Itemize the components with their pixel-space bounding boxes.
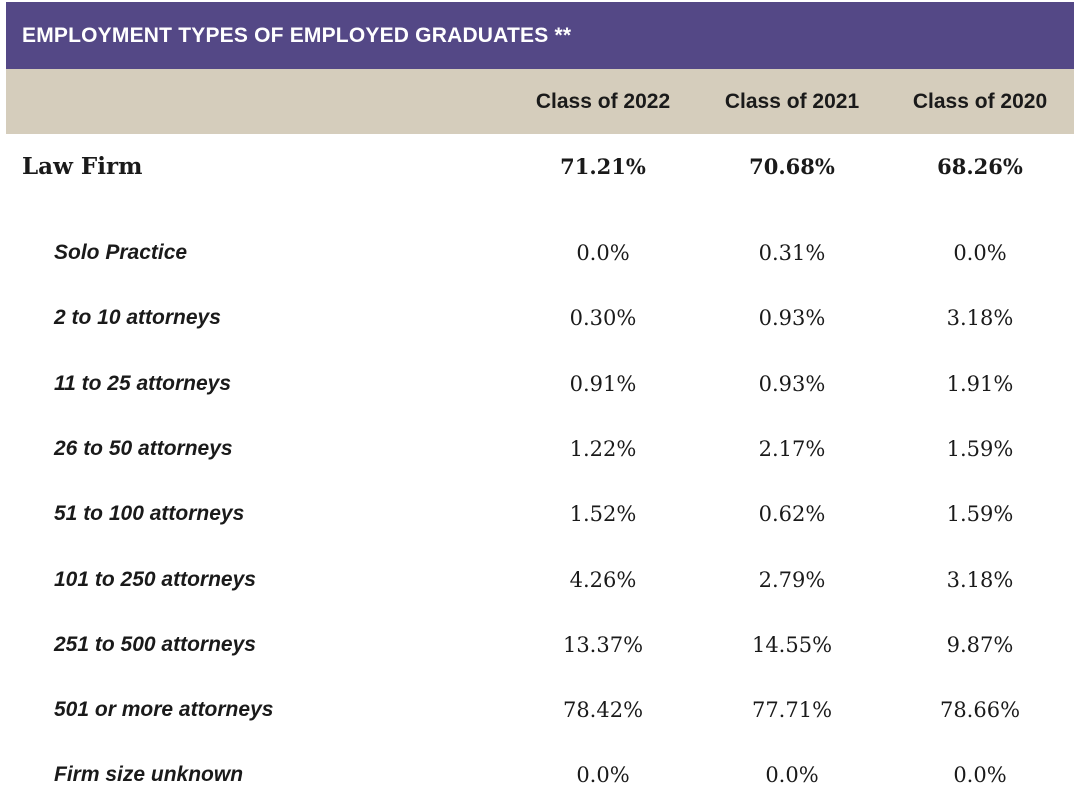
table-row: 101 to 250 attorneys 4.26% 2.79% 3.18% bbox=[0, 547, 1080, 612]
row-label: Solo Practice bbox=[54, 240, 188, 264]
cell-class-of-2021: 14.55% bbox=[751, 632, 833, 657]
table-title: EMPLOYMENT TYPES OF EMPLOYED GRADUATES *… bbox=[6, 2, 1074, 69]
row-label: Law Firm bbox=[22, 153, 143, 180]
cell-class-of-2021: 77.71% bbox=[751, 697, 833, 722]
column-header-class-2022: Class of 2022 bbox=[535, 89, 671, 113]
cell-class-of-2021: 2.79% bbox=[758, 567, 826, 592]
cell-class-of-2022: 1.52% bbox=[569, 501, 637, 526]
cell-class-of-2022: 0.30% bbox=[569, 305, 637, 330]
cell-class-2020: 68.26% bbox=[937, 154, 1023, 179]
cell-class-2022: 71.21% bbox=[560, 154, 646, 179]
cell-class-of-2022: 1.22% bbox=[569, 436, 637, 461]
row-label: 101 to 250 attorneys bbox=[54, 567, 256, 591]
cell-class-of-2022: 0.0% bbox=[576, 762, 630, 787]
cell-class-of-2022: 13.37% bbox=[562, 632, 644, 657]
cell-class-of-2022: 78.42% bbox=[562, 697, 644, 722]
cell-class-of-2020: 0.0% bbox=[953, 762, 1007, 787]
cell-class-of-2020: 3.18% bbox=[946, 567, 1014, 592]
cell-class-of-2021: 0.93% bbox=[758, 305, 826, 330]
row-label: 11 to 25 attorneys bbox=[54, 371, 232, 395]
table-row: 251 to 500 attorneys 13.37% 14.55% 9.87% bbox=[0, 612, 1080, 677]
cell-class-of-2020: 1.59% bbox=[946, 436, 1014, 461]
cell-class-of-2020: 0.0% bbox=[953, 240, 1007, 265]
cell-class-of-2021: 0.0% bbox=[765, 762, 819, 787]
row-label: 501 or more attorneys bbox=[54, 697, 274, 721]
cell-class-of-2022: 0.91% bbox=[569, 371, 637, 396]
cell-class-2021: 70.68% bbox=[749, 154, 835, 179]
row-label: 51 to 100 attorneys bbox=[54, 501, 245, 525]
table-row-law-firm: Law Firm 71.21% 70.68% 68.26% bbox=[0, 134, 1080, 199]
table-row: Firm size unknown 0.0% 0.0% 0.0% bbox=[0, 742, 1080, 807]
cell-class-of-2020: 9.87% bbox=[946, 632, 1014, 657]
column-header-class-2021: Class of 2021 bbox=[724, 89, 860, 113]
column-header-class-2020: Class of 2020 bbox=[912, 89, 1048, 113]
row-label: 26 to 50 attorneys bbox=[54, 436, 233, 460]
cell-class-of-2020: 3.18% bbox=[946, 305, 1014, 330]
table-row: Solo Practice 0.0% 0.31% 0.0% bbox=[0, 220, 1080, 285]
row-label: 251 to 500 attorneys bbox=[54, 632, 256, 656]
table-row: 26 to 50 attorneys 1.22% 2.17% 1.59% bbox=[0, 416, 1080, 481]
table-row: 51 to 100 attorneys 1.52% 0.62% 1.59% bbox=[0, 481, 1080, 546]
cell-class-of-2021: 0.62% bbox=[758, 501, 826, 526]
cell-class-of-2022: 0.0% bbox=[576, 240, 630, 265]
table-row: 501 or more attorneys 78.42% 77.71% 78.66% bbox=[0, 677, 1080, 742]
cell-class-of-2020: 1.91% bbox=[946, 371, 1014, 396]
row-label: 2 to 10 attorneys bbox=[54, 305, 221, 329]
cell-class-of-2021: 2.17% bbox=[758, 436, 826, 461]
cell-class-of-2020: 1.59% bbox=[946, 501, 1014, 526]
row-label: Firm size unknown bbox=[54, 762, 244, 786]
table-row: 2 to 10 attorneys 0.30% 0.93% 3.18% bbox=[0, 285, 1080, 350]
table-row: 11 to 25 attorneys 0.91% 0.93% 1.91% bbox=[0, 351, 1080, 416]
column-header-row: Class of 2022 Class of 2021 Class of 202… bbox=[6, 69, 1074, 134]
cell-class-of-2022: 4.26% bbox=[569, 567, 637, 592]
cell-class-of-2020: 78.66% bbox=[939, 697, 1021, 722]
cell-class-of-2021: 0.93% bbox=[758, 371, 826, 396]
cell-class-of-2021: 0.31% bbox=[758, 240, 826, 265]
